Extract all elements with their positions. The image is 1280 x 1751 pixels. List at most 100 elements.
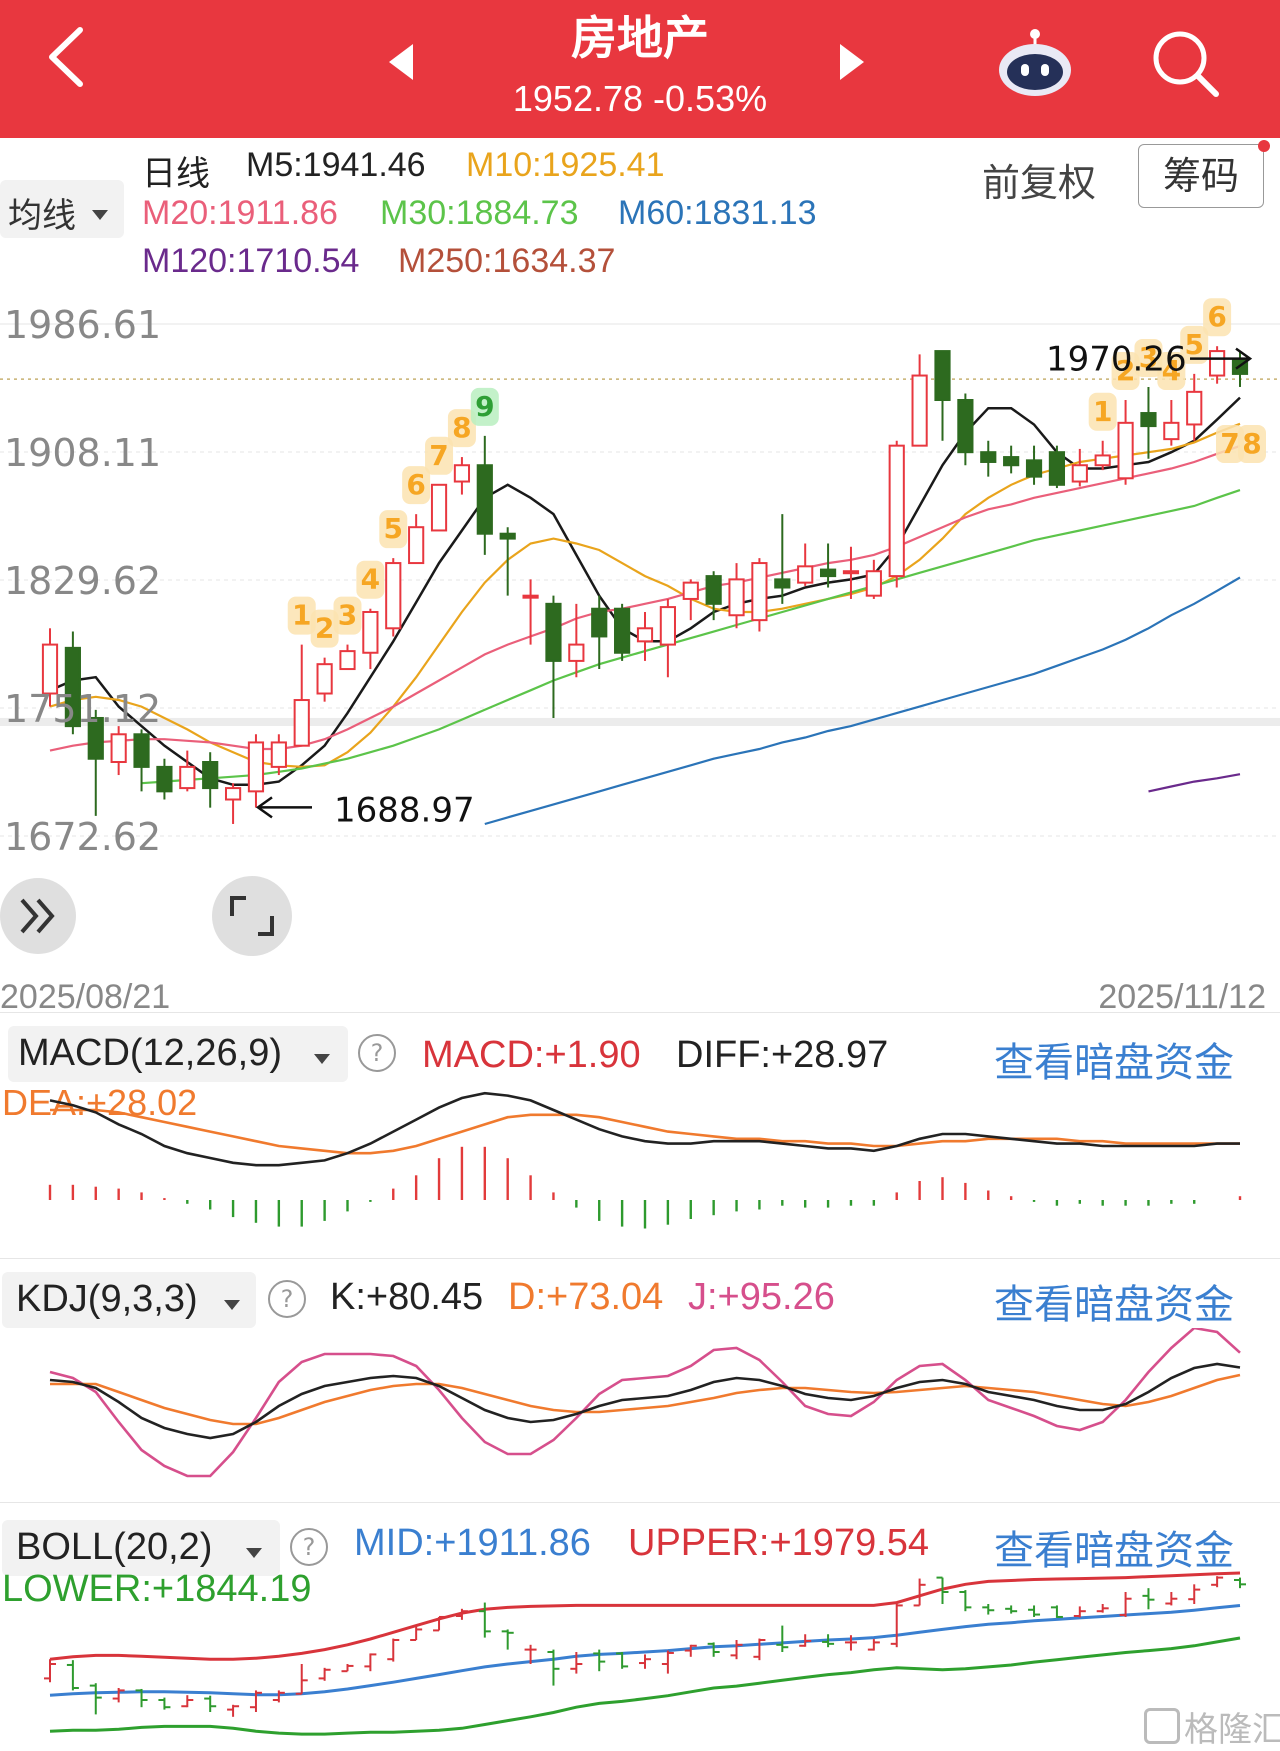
ma-type-label: 均线 [8, 196, 76, 236]
candle-body [41, 643, 59, 695]
candle-body [476, 464, 493, 535]
prev-stock-icon[interactable] [385, 42, 415, 82]
watermark-text: 格隆汇 [1184, 1710, 1280, 1750]
period-label[interactable]: 日线 [142, 154, 210, 194]
d-value: D:+73.04 [508, 1276, 664, 1318]
boll-mid-value: MID:+1911.86 [354, 1522, 591, 1564]
divider [0, 1258, 1280, 1259]
notification-dot [1258, 140, 1270, 152]
price-tick-label: 1751.12 [4, 687, 161, 731]
boll-ohlc-bar [1188, 1584, 1201, 1604]
td-marker-bg [1157, 352, 1186, 391]
min-price-label: 1688.97 [334, 790, 475, 830]
candle [1048, 445, 1066, 489]
robot-assistant-icon[interactable] [995, 26, 1075, 102]
boll-ohlc-bar [364, 1653, 377, 1672]
td-marker: 8 [447, 409, 476, 448]
price-tick-label: 1908.11 [4, 431, 161, 475]
td-marker: 8 [1238, 424, 1266, 463]
boll-ohlc-bar [616, 1652, 629, 1669]
boll-ohlc-bar [66, 1660, 79, 1691]
boll-ohlc-bar [295, 1664, 308, 1695]
back-arrow-icon[interactable] [42, 22, 92, 92]
candle-body [202, 761, 219, 790]
max-arrow-icon [1190, 347, 1253, 370]
dropdown-caret-icon [92, 204, 108, 223]
candle [545, 595, 562, 718]
macd-dark-pool-link[interactable]: 查看暗盘资金 [994, 1040, 1234, 1086]
price-gridlines [0, 323, 1280, 837]
watermark-logo-icon [1144, 1708, 1180, 1744]
adjust-mode-label[interactable]: 前复权 [982, 161, 1097, 205]
td-marker-label: 6 [406, 468, 425, 501]
boll-upper-value: UPPER:+1979.54 [628, 1522, 930, 1564]
m30-value: M30:1884.73 [380, 194, 579, 232]
boll-ohlc-bar [890, 1604, 903, 1648]
td-marker-bg [1216, 424, 1244, 463]
boll-upper-line [49, 1571, 1241, 1661]
kdj-dark-pool-link[interactable]: 查看暗盘资金 [994, 1282, 1234, 1328]
candle-body [224, 787, 242, 801]
candle-body [842, 570, 860, 575]
td-marker: 4 [1157, 352, 1186, 391]
candle [133, 729, 150, 792]
td-marker-bg [310, 609, 339, 648]
td-marker: 1 [1088, 392, 1117, 431]
candle-body [270, 741, 287, 768]
td-marker: 6 [1203, 298, 1232, 337]
boll-ohlc-bar [867, 1639, 880, 1651]
search-icon[interactable] [1150, 28, 1222, 100]
candle-body [545, 602, 562, 662]
candle-body [362, 610, 379, 654]
td-marker-bg [1088, 392, 1117, 431]
candle-body [522, 594, 539, 599]
candle-body [659, 606, 676, 646]
kdj-dropdown[interactable]: KDJ(9,3,3) [2, 1272, 256, 1328]
boll-dropdown[interactable]: BOLL(20,2) [2, 1520, 280, 1576]
td-marker: 5 [379, 510, 408, 549]
next-stock-icon[interactable] [838, 42, 868, 82]
macd-chart [48, 1091, 1242, 1229]
candle [1163, 400, 1180, 446]
td-marker: 7 [1216, 424, 1244, 463]
expand-panel-button[interactable] [0, 878, 76, 954]
td-marker-bg [1203, 298, 1232, 337]
price-axis-labels: 1986.61 1908.11 1829.62 1751.12 1672.62 [4, 303, 161, 859]
boll-name: BOLL(20,2) [16, 1526, 213, 1568]
candle-body [430, 483, 448, 532]
boll-ohlc-bar [135, 1688, 148, 1708]
candle [453, 457, 471, 495]
td-marker-label: 3 [1139, 341, 1158, 374]
m120-value: M120:1710.54 [142, 242, 360, 280]
boll-ohlc-bar [204, 1695, 217, 1712]
td-marker-label: 2 [1116, 354, 1135, 387]
fullscreen-button[interactable] [212, 876, 292, 956]
boll-ohlc-bar [524, 1644, 537, 1664]
boll-ohlc-bar [1211, 1576, 1224, 1588]
td-marker: 3 [333, 596, 362, 635]
ma-type-dropdown[interactable]: 均线 [0, 180, 124, 238]
j-line [49, 1328, 1241, 1478]
candle [888, 440, 905, 588]
kdj-chart [49, 1328, 1241, 1478]
candle [1094, 440, 1111, 471]
chips-button[interactable]: 筹码 [1138, 144, 1264, 208]
candle [591, 595, 608, 670]
candle [316, 657, 333, 702]
help-icon[interactable]: ? [290, 1528, 328, 1566]
ma-line-m60 [484, 576, 1241, 826]
candle-body [636, 627, 654, 643]
macd-dropdown[interactable]: MACD(12,26,9) [8, 1026, 348, 1082]
candle-body [1117, 421, 1134, 480]
td-marker-bg [1134, 338, 1163, 377]
help-icon[interactable]: ? [268, 1280, 306, 1318]
ma-line-m20 [49, 444, 1241, 752]
help-icon[interactable]: ? [358, 1034, 396, 1072]
boll-dark-pool-link[interactable]: 查看暗盘资金 [994, 1528, 1234, 1574]
candle-body [568, 643, 585, 662]
candle [408, 514, 425, 565]
kdj-name: KDJ(9,3,3) [16, 1278, 198, 1320]
boll-mid-line [49, 1604, 1241, 1697]
boll-ohlc-bar [570, 1652, 583, 1674]
